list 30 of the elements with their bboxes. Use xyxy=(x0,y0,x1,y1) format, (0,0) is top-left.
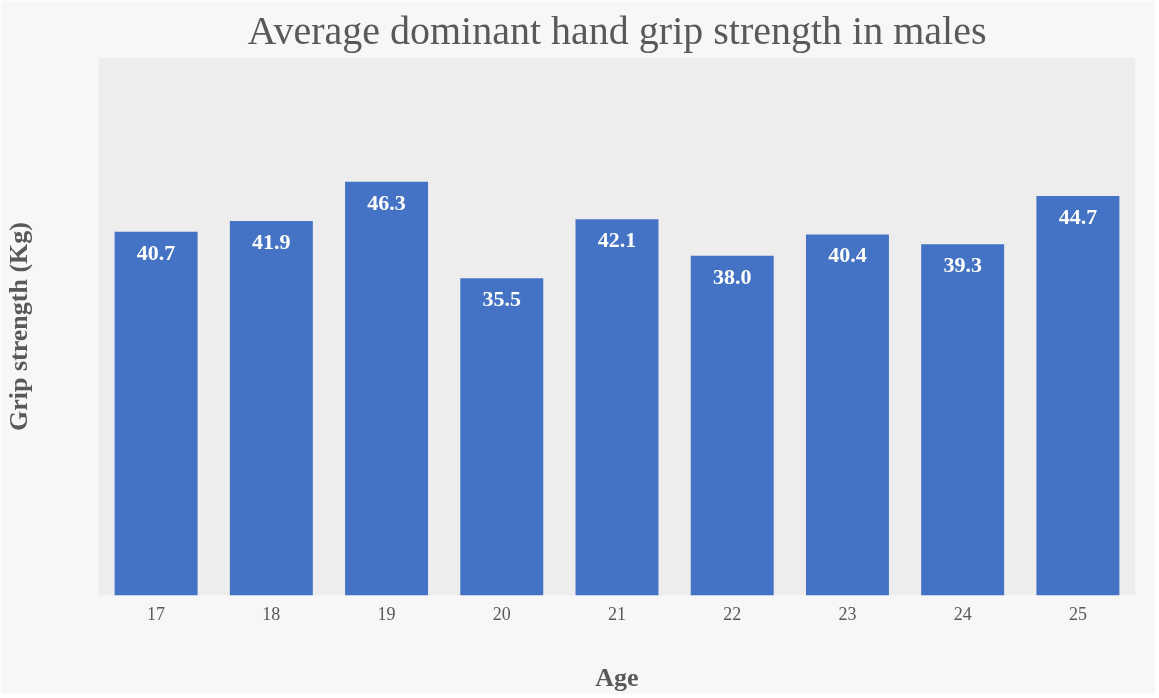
data-label: 40.7 xyxy=(136,239,176,265)
data-label: 39.3 xyxy=(943,252,982,278)
bar xyxy=(690,255,774,596)
bar xyxy=(1036,195,1120,596)
bar xyxy=(575,219,659,596)
x-axis-title: Age xyxy=(595,662,639,692)
x-tick-label: 21 xyxy=(608,603,626,624)
bar xyxy=(345,181,429,596)
x-tick-label: 22 xyxy=(723,603,742,624)
data-label: 40.4 xyxy=(828,242,867,268)
x-tick-label: 25 xyxy=(1068,603,1087,624)
bar xyxy=(114,231,198,596)
bar xyxy=(460,278,544,596)
bar xyxy=(229,220,313,596)
x-tick-label: 18 xyxy=(262,603,281,624)
data-label: 44.7 xyxy=(1058,203,1098,229)
data-label: 46.3 xyxy=(367,189,406,215)
data-label: 38.0 xyxy=(712,263,752,289)
chart-title: Average dominant hand grip strength in males xyxy=(247,7,987,53)
y-axis-title: Grip strength (Kg) xyxy=(3,222,33,431)
x-tick-label: 20 xyxy=(492,603,511,624)
x-tick-label: 24 xyxy=(953,603,972,624)
bar xyxy=(805,234,889,596)
data-label: 35.5 xyxy=(482,286,522,312)
bar xyxy=(921,244,1005,596)
x-tick-label: 17 xyxy=(147,603,166,624)
x-tick-label: 23 xyxy=(838,603,857,624)
data-label: 41.9 xyxy=(252,228,291,254)
x-tick-label: 19 xyxy=(377,603,396,624)
data-label: 42.1 xyxy=(597,227,637,253)
